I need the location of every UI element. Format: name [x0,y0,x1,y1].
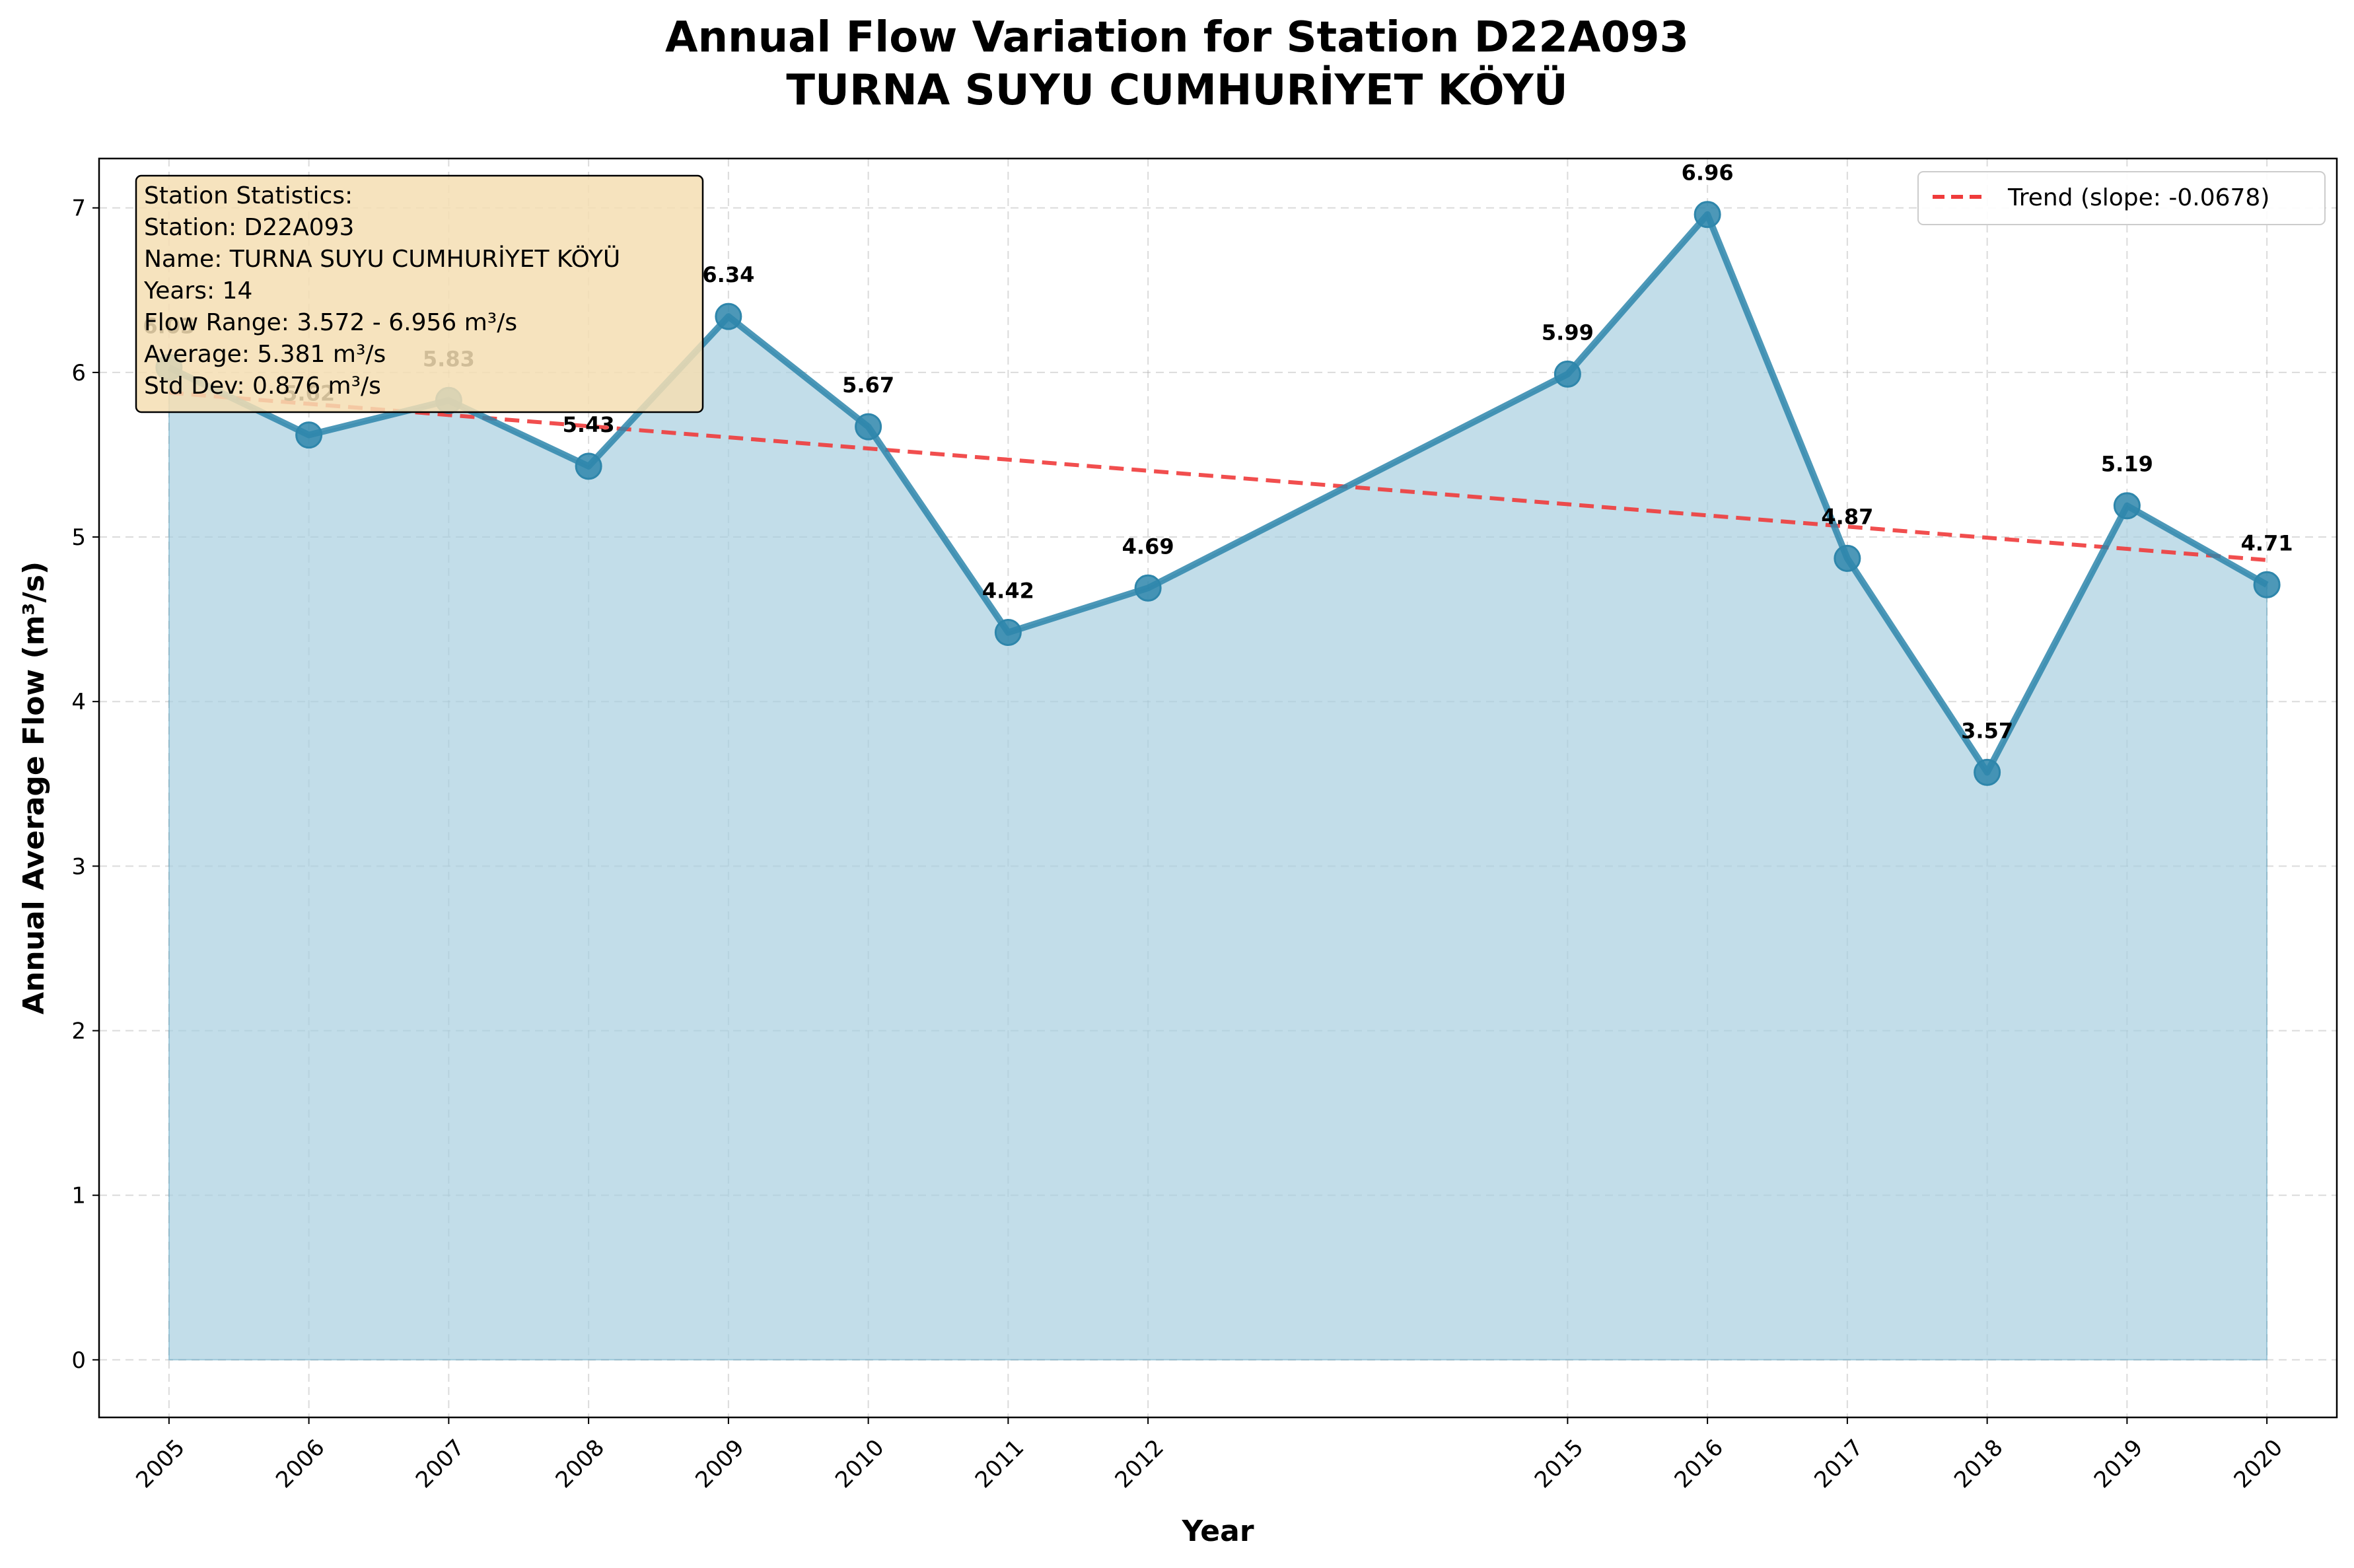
data-label: 4.69 [1122,534,1174,559]
data-point [1974,758,2001,786]
data-label: 3.57 [1961,718,2013,743]
data-label: 5.43 [563,412,615,437]
y-tick-label: 7 [71,196,86,222]
stats-line: Flow Range: 3.572 - 6.956 m³/s [144,309,517,336]
data-point [1694,201,1721,229]
y-tick-label: 2 [71,1018,86,1044]
stats-box: Station Statistics: Station: D22A093 Name:… [135,174,704,413]
data-point [575,452,602,480]
data-point [855,413,882,441]
data-label: 4.42 [982,579,1034,604]
data-point [2253,571,2281,598]
y-tick-label: 0 [71,1347,86,1374]
trend-group [168,390,2267,562]
trend-line [168,390,2267,562]
data-label: 5.67 [842,373,894,398]
stats-line: Average: 5.381 m³/s [144,341,386,368]
y-tick-label: 1 [71,1183,86,1209]
y-tick-label: 6 [71,360,86,386]
y-axis-label: Annual Average Flow (m³/s) [17,561,51,1015]
data-label: 6.96 [1682,160,1734,186]
data-point [994,619,1022,647]
chart-subtitle: TURNA SUYU CUMHURİYET KÖYÜ [786,65,1567,115]
plot-frame [98,157,2338,1419]
data-point [715,303,742,330]
data-point [1134,574,1162,602]
y-axis-ticks: 0 1 2 3 4 5 6 7 [71,196,99,1374]
chart-title: Annual Flow Variation for Station D22A09… [665,13,1689,62]
data-point [295,421,323,449]
legend-frame [1917,171,2326,225]
legend: Trend (slope: -0.0678) [1917,171,2326,225]
y-tick-label: 3 [71,853,86,880]
data-point [2113,492,2141,520]
stats-line: Years: 14 [143,277,252,304]
stats-box-background [135,174,704,413]
data-label: 4.87 [1821,504,1873,529]
data-point [1834,544,1861,572]
data-label: 5.99 [1542,320,1594,345]
data-label: 5.19 [2101,452,2153,477]
data-label: 6.34 [702,262,754,287]
stats-line: Std Dev: 0.876 m³/s [144,373,381,400]
stats-line: Station Statistics: [144,182,353,209]
legend-trend-label: Trend (slope: -0.0678) [2007,184,2269,211]
y-tick-label: 5 [71,524,86,551]
stats-line: Station: D22A093 [144,214,354,241]
x-axis-label: Year [1181,1515,1254,1548]
data-point [1553,360,1581,388]
stats-line: Name: TURNA SUYU CUMHURİYET KÖYÜ [144,245,620,273]
y-tick-label: 4 [71,689,86,715]
data-label: 4.71 [2241,530,2293,555]
